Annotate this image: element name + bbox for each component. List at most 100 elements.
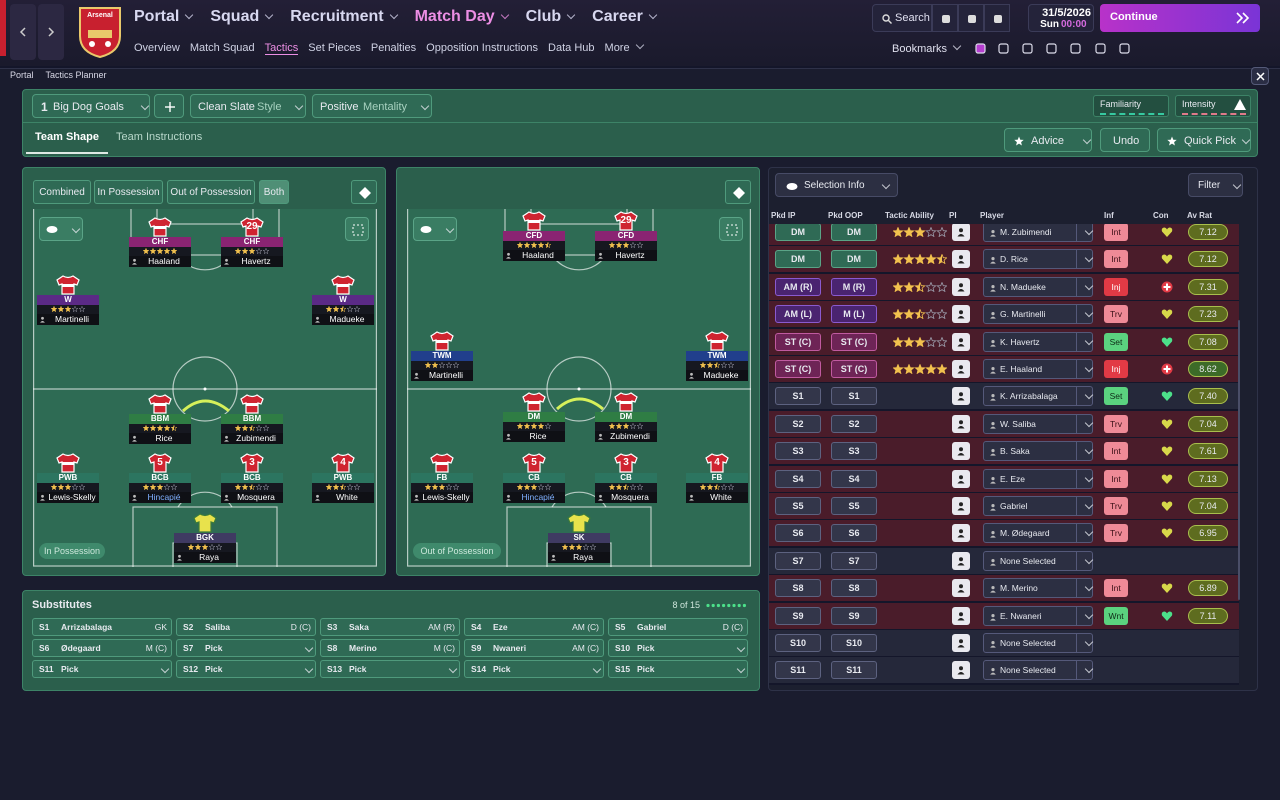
toolbar-icon[interactable] <box>975 43 986 54</box>
column-header[interactable]: Pkd OOP <box>828 211 863 220</box>
position-pill[interactable]: S6 <box>831 524 877 543</box>
influence-badge[interactable]: Trv <box>1104 414 1128 433</box>
player-card[interactable]: DM Rice <box>503 392 565 442</box>
action-button[interactable]: Advice <box>1004 128 1092 152</box>
position-pill[interactable]: S6 <box>775 524 821 543</box>
player-select[interactable]: None Selected <box>983 633 1093 653</box>
toolbar-icon[interactable] <box>1046 43 1057 54</box>
view-mode-button[interactable]: In Possession <box>94 180 163 204</box>
player-select[interactable]: K. Havertz <box>983 331 1093 352</box>
substitute-slot[interactable]: S9 Nwaneri AM (C) <box>464 639 604 657</box>
sub-nav-item[interactable]: Opposition Instructions <box>426 42 539 54</box>
player-select[interactable]: None Selected <box>983 660 1093 681</box>
instructions-button[interactable] <box>952 661 970 680</box>
player-select[interactable]: W. Saliba <box>983 413 1093 434</box>
nav-item[interactable]: Squad <box>210 8 272 26</box>
nav-item[interactable]: Match Day <box>415 8 508 26</box>
mentality-select[interactable]: Positive Mentality <box>312 94 432 118</box>
position-pill[interactable]: S4 <box>831 469 877 488</box>
view-mode-button[interactable]: Out of Possession <box>167 180 255 204</box>
selection-row[interactable]: ST (C) ST (C) K. Havertz Set 7.08 <box>769 328 1239 356</box>
position-pill[interactable]: DM <box>831 224 877 241</box>
position-pill[interactable]: DM <box>775 224 821 241</box>
instructions-button[interactable] <box>952 224 970 241</box>
instructions-button[interactable] <box>952 250 970 269</box>
substitute-slot[interactable]: S13 Pick <box>320 660 460 678</box>
selection-info-select[interactable]: Selection Info <box>775 173 898 197</box>
selection-row[interactable]: AM (L) M (L) G. Martinelli Trv 7.23 <box>769 301 1239 329</box>
substitute-slot[interactable]: S3 Saka AM (R) <box>320 618 460 636</box>
player-select[interactable]: N. Madueke <box>983 276 1093 297</box>
column-header[interactable]: Player <box>980 211 1005 220</box>
column-header[interactable]: Inf <box>1104 211 1114 220</box>
filter-select[interactable]: Filter <box>1188 173 1243 197</box>
position-pill[interactable]: ST (C) <box>831 360 877 378</box>
column-header[interactable]: PI <box>949 211 957 220</box>
player-card[interactable]: 4 FB White <box>686 453 748 503</box>
substitute-slot[interactable]: S4 Eze AM (C) <box>464 618 604 636</box>
position-pill[interactable]: S11 <box>775 661 821 680</box>
column-header[interactable]: Con <box>1153 211 1169 220</box>
visibility-select[interactable] <box>413 217 457 241</box>
icon-button[interactable] <box>932 4 958 32</box>
player-card[interactable]: CHF Haaland <box>129 217 191 267</box>
position-pill[interactable]: S7 <box>775 551 821 570</box>
close-button[interactable] <box>1251 67 1269 85</box>
player-select[interactable]: E. Eze <box>983 468 1093 489</box>
forward-button[interactable] <box>38 4 64 60</box>
nav-item[interactable]: Portal <box>134 8 192 26</box>
position-pill[interactable]: DM <box>775 250 821 269</box>
influence-badge[interactable]: Int <box>1104 250 1128 269</box>
sub-nav-item[interactable]: Penalties <box>370 42 417 54</box>
influence-badge[interactable]: Int <box>1104 442 1128 461</box>
toolbar-icon[interactable] <box>1022 43 1033 54</box>
substitute-slot[interactable]: S10 Pick <box>608 639 748 657</box>
substitute-slot[interactable]: S12 Pick <box>176 660 316 678</box>
player-card[interactable]: TWM Martinelli <box>411 331 473 381</box>
substitute-slot[interactable]: S6 Ødegaard M (C) <box>32 639 172 657</box>
selection-row[interactable]: AM (R) M (R) N. Madueke Inj 7.31 <box>769 273 1239 302</box>
selection-row[interactable]: S3 S3 B. Saka Int 7.61 <box>769 438 1239 466</box>
continue-button[interactable]: Continue <box>1100 4 1260 32</box>
substitute-slot[interactable]: S11 Pick <box>32 660 172 678</box>
style-select[interactable]: Clean Slate Style <box>190 94 306 118</box>
position-pill[interactable]: S5 <box>775 497 821 515</box>
position-pill[interactable]: S11 <box>831 661 877 680</box>
player-select[interactable]: Gabriel <box>983 496 1093 516</box>
nav-item[interactable]: Recruitment <box>290 8 396 26</box>
player-select[interactable]: E. Haaland <box>983 359 1093 379</box>
player-card[interactable]: BBM Rice <box>129 394 191 444</box>
influence-badge[interactable]: Trv <box>1104 497 1128 515</box>
selection-row[interactable]: S4 S4 E. Eze Int 7.13 <box>769 465 1239 493</box>
player-card[interactable]: 4 PWB White <box>312 453 374 503</box>
position-pill[interactable]: S9 <box>831 606 877 625</box>
player-card[interactable]: 29 CHF Havertz <box>221 217 283 267</box>
player-select[interactable]: K. Arrizabalaga <box>983 386 1093 407</box>
position-pill[interactable]: S3 <box>831 442 877 461</box>
selection-row[interactable]: S5 S5 Gabriel Trv 7.04 <box>769 493 1239 521</box>
instructions-button[interactable] <box>952 387 970 406</box>
player-select[interactable]: M. Merino <box>983 578 1093 599</box>
player-card[interactable]: W Madueke <box>312 275 374 325</box>
sub-nav-item[interactable]: Tactics <box>264 41 299 55</box>
selection-row[interactable]: S7 S7 None Selected <box>769 547 1239 576</box>
position-pill[interactable]: S10 <box>775 634 821 652</box>
selection-row[interactable]: DM DM D. Rice Int 7.12 <box>769 246 1239 274</box>
sub-nav-item[interactable]: More <box>605 42 643 54</box>
instructions-button[interactable] <box>952 332 970 351</box>
icon-button[interactable] <box>984 4 1010 32</box>
instructions-button[interactable] <box>952 524 970 543</box>
influence-badge[interactable]: Int <box>1104 579 1128 598</box>
player-card[interactable]: 3 BCB Mosquera <box>221 453 283 503</box>
selection-row[interactable]: S2 S2 W. Saliba Trv 7.04 <box>769 410 1239 439</box>
substitute-slot[interactable]: S8 Merino M (C) <box>320 639 460 657</box>
substitute-slot[interactable]: S1 Arrizabalaga GK <box>32 618 172 636</box>
instructions-button[interactable] <box>952 442 970 461</box>
position-pill[interactable]: AM (R) <box>775 277 821 296</box>
position-pill[interactable]: S3 <box>775 442 821 461</box>
tab[interactable]: Team Shape <box>35 131 99 143</box>
position-pill[interactable]: ST (C) <box>775 360 821 378</box>
influence-badge[interactable]: Set <box>1104 332 1128 351</box>
position-pill[interactable]: S8 <box>831 579 877 598</box>
position-pill[interactable]: AM (L) <box>775 305 821 324</box>
